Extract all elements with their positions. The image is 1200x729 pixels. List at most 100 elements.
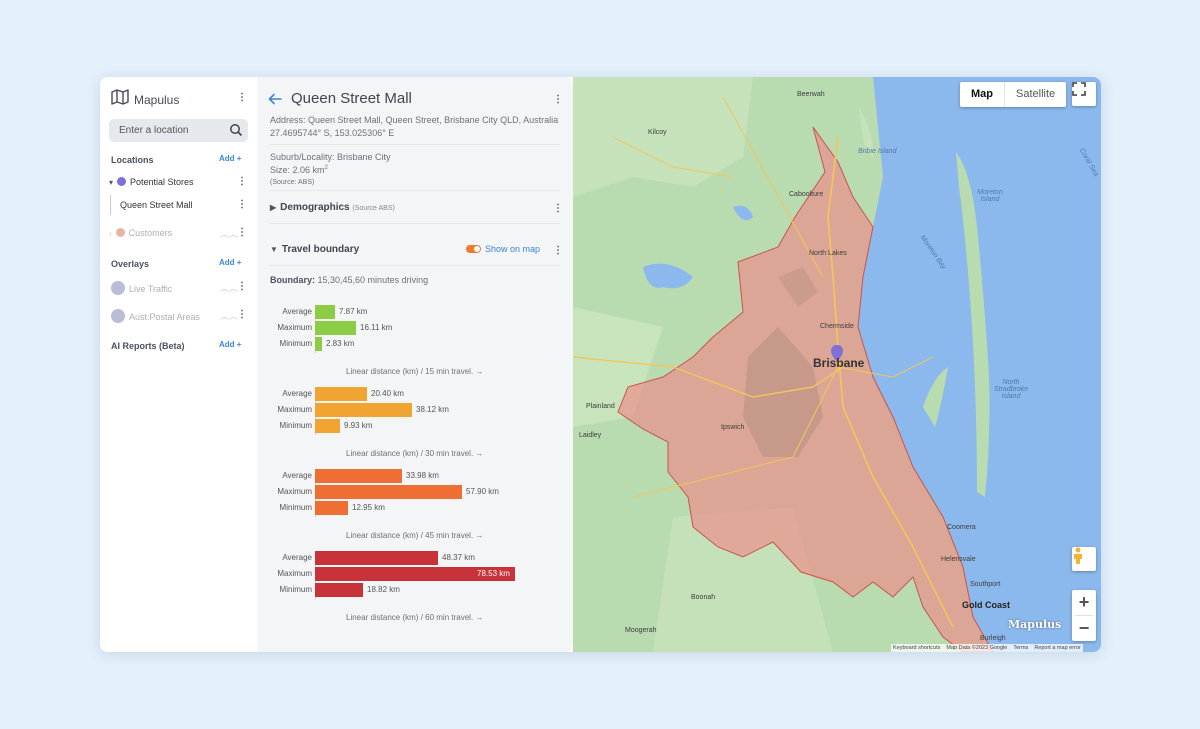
- travel-chart-4: Average 48.37 km Maximum 78.53 km Minimum 18.…: [257, 551, 573, 622]
- map-type-satellite-button[interactable]: Satellite: [1016, 88, 1056, 100]
- demographics-menu-icon[interactable]: ⋮: [553, 203, 563, 214]
- search-icon[interactable]: [229, 123, 243, 142]
- visibility-off-icon[interactable]: ︵︵: [220, 283, 239, 293]
- group-potential-stores[interactable]: ▾ Potential Stores: [109, 177, 194, 187]
- back-arrow-icon[interactable]: [268, 92, 282, 110]
- chart-row: Maximum 78.53 km: [257, 567, 573, 581]
- panel-menu-icon[interactable]: ⋮: [553, 94, 563, 105]
- group-customers[interactable]: › Customers: [109, 228, 173, 238]
- boundary-text: Boundary: 15,30,45,60 minutes driving: [270, 275, 429, 285]
- chart-row-label: Average: [282, 471, 312, 480]
- chevron-right-icon[interactable]: ›: [109, 229, 112, 238]
- chevron-right-icon: ▶: [270, 203, 277, 212]
- locations-title: Locations: [111, 155, 154, 165]
- divider: [270, 144, 560, 145]
- chart-row-label: Maximum: [277, 323, 312, 332]
- fullscreen-icon: [1072, 82, 1086, 96]
- map-label: North Stradbroke Island: [993, 379, 1029, 400]
- chart-bar: [315, 419, 340, 433]
- chevron-down-icon[interactable]: ▾: [109, 178, 114, 187]
- map-label: Coomera: [947, 524, 976, 531]
- chart-row: Minimum 2.83 km: [257, 337, 573, 351]
- show-on-map-label[interactable]: Show on map: [485, 244, 541, 254]
- overlay-menu-icon[interactable]: ⋮: [237, 281, 247, 292]
- suburb-text: Suburb/Locality: Brisbane City: [270, 152, 391, 162]
- chart-row: Maximum 38.12 km: [257, 403, 573, 417]
- chart-bar: [315, 321, 356, 335]
- sidebar: Mapulus ⋮ Enter a location Locations Add…: [100, 77, 257, 652]
- travel-boundary-section[interactable]: ▼ Travel boundary: [270, 244, 360, 255]
- chart-bar: [315, 501, 348, 515]
- chart-row: Minimum 12.95 km: [257, 501, 573, 515]
- group-menu-icon[interactable]: ⋮: [237, 176, 247, 187]
- zoom-out-button[interactable]: −: [1078, 618, 1090, 638]
- map-watermark: Mapulus: [1008, 618, 1062, 631]
- location-pin-icon: [831, 345, 843, 362]
- overlay-live-traffic[interactable]: Live Traffic: [111, 281, 172, 295]
- map-label: Beerwah: [797, 91, 825, 98]
- location-item-queen-street-mall[interactable]: Queen Street Mall: [120, 200, 193, 210]
- zoom-control: + −: [1072, 590, 1096, 641]
- travel-chart-3: Average 33.98 km Maximum 57.90 km Minimum 12.…: [257, 469, 573, 540]
- terms-link[interactable]: Terms: [1013, 645, 1029, 651]
- overlay-postal-areas[interactable]: Aust:Postal Areas: [111, 309, 200, 323]
- add-ai-report-button[interactable]: Add +: [219, 340, 242, 349]
- map-label: Laidley: [579, 432, 602, 439]
- chart-value-label: 18.82 km: [367, 585, 400, 594]
- chart-caption-link[interactable]: Linear distance (km) / 45 min travel. →: [346, 531, 484, 540]
- demographics-section[interactable]: ▶ Demographics (Source ABS): [270, 202, 395, 213]
- add-overlay-button[interactable]: Add +: [219, 258, 242, 267]
- map-label: North Lakes: [809, 250, 847, 257]
- chart-row-label: Minimum: [279, 503, 312, 512]
- chart-value-label: 57.90 km: [466, 487, 499, 496]
- detail-panel: Queen Street Mall ⋮ Address: Queen Stree…: [257, 77, 573, 652]
- chart-row: Minimum 9.93 km: [257, 419, 573, 433]
- brand[interactable]: Mapulus: [111, 89, 179, 110]
- chart-value-label: 12.95 km: [352, 503, 385, 512]
- chart-caption-link[interactable]: Linear distance (km) / 60 min travel. →: [346, 613, 484, 622]
- chart-row-label: Average: [282, 389, 312, 398]
- map-label: Bribie Island: [858, 148, 897, 155]
- car-icon: [111, 281, 125, 295]
- chart-caption-link[interactable]: Linear distance (km) / 30 min travel. →: [346, 449, 484, 458]
- chart-value-label: 33.98 km: [406, 471, 439, 480]
- group-color-dot: [117, 177, 127, 186]
- map-label: Plainland: [586, 403, 615, 410]
- fullscreen-button[interactable]: [1072, 82, 1096, 106]
- map-label: Moreton Island: [977, 189, 1003, 203]
- overlays-title: Overlays: [111, 259, 150, 269]
- group-menu-icon[interactable]: ⋮: [237, 227, 247, 238]
- chart-bar: [315, 305, 335, 319]
- source-text: (Source: ABS): [270, 179, 315, 186]
- report-error-link[interactable]: Report a map error: [1034, 645, 1081, 651]
- street-view-button[interactable]: [1072, 547, 1096, 571]
- chart-row-label: Maximum: [277, 487, 312, 496]
- map-label: Caboolture: [789, 191, 824, 198]
- city-label: Brisbane: [813, 356, 865, 370]
- chart-value-label: 20.40 km: [371, 389, 404, 398]
- overlay-menu-icon[interactable]: ⋮: [237, 309, 247, 320]
- map-type-control: Map Satellite: [960, 82, 1067, 107]
- search-input[interactable]: Enter a location: [109, 119, 248, 142]
- size-text: Size: 2.06 km2: [270, 165, 328, 175]
- location-menu-icon[interactable]: ⋮: [237, 199, 247, 210]
- map-type-map-button[interactable]: Map: [960, 82, 1005, 107]
- chart-row: Average 20.40 km: [257, 387, 573, 401]
- chart-row-label: Maximum: [277, 405, 312, 414]
- chart-row-label: Average: [282, 307, 312, 316]
- chart-row: Average 7.87 km: [257, 305, 573, 319]
- sidebar-menu-icon[interactable]: ⋮: [237, 92, 247, 103]
- map-data-text: Map Data ©2023 Google: [946, 645, 1008, 651]
- ai-reports-title: AI Reports (Beta): [111, 341, 185, 351]
- map-view[interactable]: Beerwah Kilcoy Bribie Island Caboolture …: [573, 77, 1101, 652]
- visibility-off-icon[interactable]: ︵︵: [220, 229, 239, 239]
- divider: [270, 265, 560, 266]
- chart-bar: [315, 583, 363, 597]
- visibility-off-icon[interactable]: ︵︵: [220, 311, 239, 321]
- add-location-button[interactable]: Add +: [219, 154, 242, 163]
- keyboard-shortcuts-link[interactable]: Keyboard shortcuts: [893, 645, 941, 651]
- show-on-map-toggle[interactable]: [466, 245, 481, 253]
- zoom-in-button[interactable]: +: [1078, 592, 1090, 612]
- chart-caption-link[interactable]: Linear distance (km) / 15 min travel. →: [346, 367, 484, 376]
- travel-menu-icon[interactable]: ⋮: [553, 245, 563, 256]
